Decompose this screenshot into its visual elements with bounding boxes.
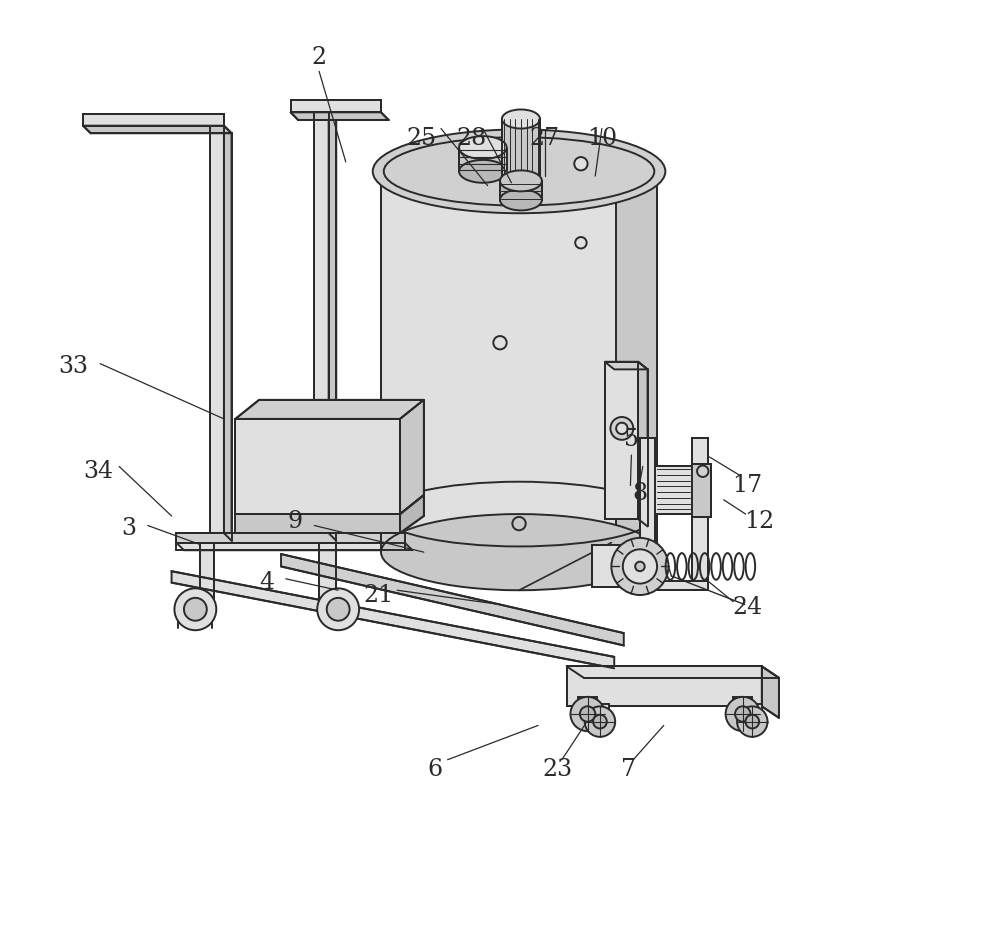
Polygon shape: [762, 666, 779, 718]
Circle shape: [745, 715, 759, 728]
Polygon shape: [400, 400, 424, 514]
Circle shape: [593, 715, 607, 728]
Polygon shape: [655, 466, 692, 514]
Circle shape: [317, 588, 359, 630]
Circle shape: [735, 706, 750, 722]
Polygon shape: [281, 554, 624, 645]
Text: 12: 12: [744, 510, 774, 533]
Circle shape: [174, 588, 216, 630]
Polygon shape: [381, 171, 657, 552]
Polygon shape: [605, 362, 638, 519]
Circle shape: [574, 157, 588, 170]
Text: 27: 27: [530, 127, 560, 149]
Text: 17: 17: [732, 474, 763, 497]
Circle shape: [327, 598, 350, 621]
Ellipse shape: [502, 109, 540, 129]
Polygon shape: [640, 581, 708, 590]
Text: 2: 2: [312, 46, 327, 69]
Polygon shape: [592, 545, 630, 587]
Circle shape: [726, 697, 760, 731]
Polygon shape: [502, 119, 540, 181]
Polygon shape: [640, 438, 655, 581]
Polygon shape: [200, 543, 214, 609]
Circle shape: [737, 706, 768, 737]
Polygon shape: [235, 514, 400, 533]
Ellipse shape: [373, 129, 665, 213]
Polygon shape: [616, 171, 657, 552]
Text: 6: 6: [428, 758, 443, 781]
Ellipse shape: [500, 189, 542, 210]
Polygon shape: [210, 126, 224, 533]
Text: 8: 8: [632, 482, 648, 505]
Polygon shape: [638, 362, 648, 526]
Polygon shape: [319, 543, 336, 609]
Polygon shape: [692, 464, 711, 517]
Text: 9: 9: [288, 510, 303, 533]
Polygon shape: [83, 126, 232, 133]
Polygon shape: [329, 112, 336, 541]
Text: 24: 24: [732, 596, 763, 619]
Text: 10: 10: [587, 127, 617, 149]
Circle shape: [623, 549, 657, 584]
Circle shape: [611, 538, 669, 595]
Circle shape: [580, 706, 595, 722]
Circle shape: [635, 562, 645, 571]
Polygon shape: [567, 666, 762, 706]
Text: 21: 21: [363, 584, 393, 606]
Polygon shape: [235, 419, 400, 514]
Circle shape: [585, 706, 615, 737]
Polygon shape: [400, 495, 424, 533]
Polygon shape: [590, 704, 609, 719]
Ellipse shape: [381, 514, 657, 590]
Text: 28: 28: [456, 127, 487, 149]
Circle shape: [570, 697, 605, 731]
Polygon shape: [605, 362, 648, 369]
Text: 23: 23: [542, 758, 572, 781]
Text: 5: 5: [624, 428, 639, 451]
Circle shape: [184, 598, 207, 621]
Text: 7: 7: [621, 758, 636, 781]
Circle shape: [616, 423, 628, 434]
Polygon shape: [291, 112, 389, 120]
Ellipse shape: [459, 160, 507, 183]
Ellipse shape: [500, 170, 542, 191]
Text: 4: 4: [259, 571, 274, 594]
Polygon shape: [578, 697, 597, 711]
Text: 25: 25: [407, 127, 437, 149]
Circle shape: [697, 466, 708, 477]
Polygon shape: [500, 181, 542, 200]
Polygon shape: [567, 666, 779, 678]
Polygon shape: [83, 114, 224, 126]
Polygon shape: [314, 112, 329, 533]
Circle shape: [610, 417, 633, 440]
Polygon shape: [743, 704, 762, 719]
Text: 33: 33: [59, 355, 89, 378]
Polygon shape: [224, 126, 232, 541]
Polygon shape: [692, 438, 708, 581]
Circle shape: [474, 161, 488, 174]
Polygon shape: [459, 148, 507, 171]
Text: 34: 34: [83, 460, 113, 483]
Ellipse shape: [459, 136, 507, 159]
Polygon shape: [172, 571, 614, 668]
Polygon shape: [176, 543, 412, 550]
Polygon shape: [291, 100, 381, 112]
Text: 3: 3: [121, 517, 136, 540]
Polygon shape: [176, 533, 405, 543]
Polygon shape: [235, 400, 424, 419]
Polygon shape: [733, 697, 752, 711]
